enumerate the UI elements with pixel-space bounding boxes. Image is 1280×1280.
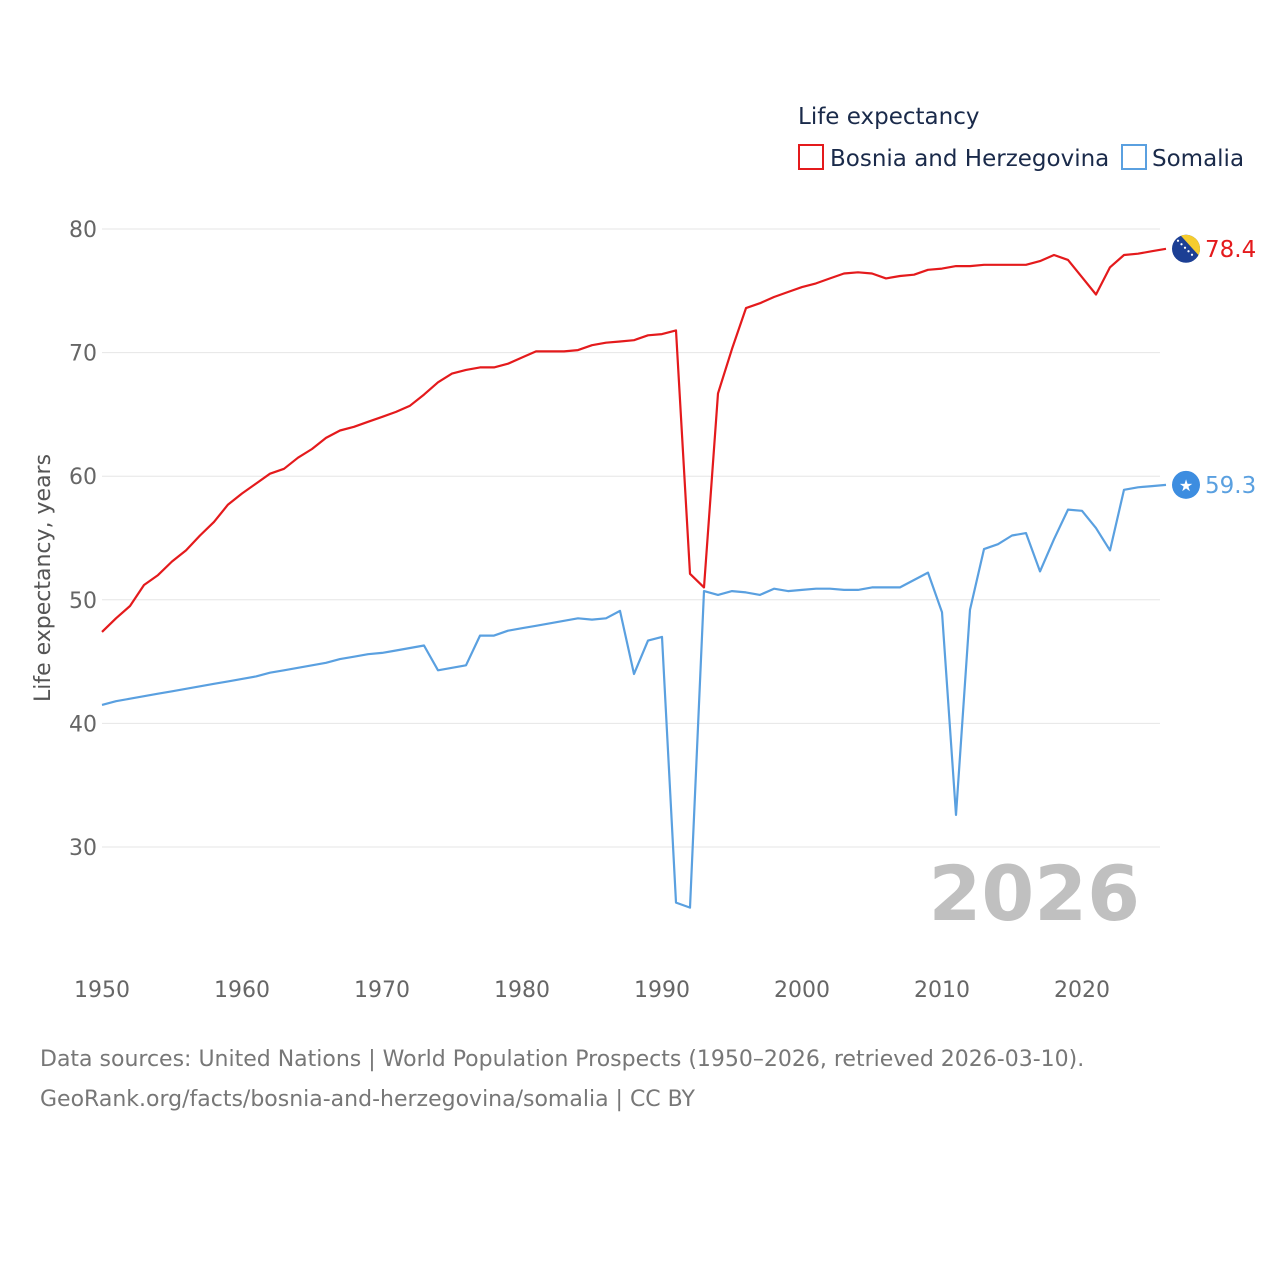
y-tick-label-40: 40 [69, 712, 97, 737]
x-tick-label-1960: 1960 [214, 978, 270, 1003]
credit-link[interactable]: GeoRank.org/facts/bosnia-and-herzegovina… [40, 1087, 695, 1112]
series-line-bosnia[interactable] [101, 247, 1167, 633]
footer: Data sources: United Nations | World Pop… [40, 1040, 1084, 1120]
legend-item-somalia[interactable]: Somalia [1121, 144, 1244, 172]
life-expectancy-chart: 30 40 50 60 70 80 1950 1960 1970 1980 1990 2000 201… [31, 104, 1256, 1003]
series-line-somalia[interactable] [101, 483, 1167, 909]
x-axis-ticks: 1950 1960 1970 1980 1990 2000 2010 2020 [74, 978, 1110, 1003]
bosnia-flag-icon [1172, 234, 1200, 263]
end-markers: 78.4 ★ 59.3 [1172, 234, 1256, 499]
y-tick-label-80: 80 [69, 218, 97, 243]
end-value-label-bosnia: 78.4 [1205, 237, 1256, 263]
legend-item-bosnia[interactable]: Bosnia and Herzegovina [798, 144, 1109, 172]
legend-swatch-somalia [1121, 144, 1147, 170]
x-tick-label-1990: 1990 [634, 978, 690, 1003]
x-tick-label-1980: 1980 [494, 978, 550, 1003]
legend-swatch-bosnia [798, 144, 824, 170]
x-tick-label-2010: 2010 [914, 978, 970, 1003]
end-value-label-somalia: 59.3 [1205, 473, 1256, 499]
x-tick-label-2020: 2020 [1054, 978, 1110, 1003]
legend-title: Life expectancy [798, 104, 979, 130]
y-tick-label-30: 30 [69, 836, 97, 861]
x-tick-label-1970: 1970 [354, 978, 410, 1003]
year-watermark: 2026 [928, 849, 1140, 938]
svg-text:★: ★ [1179, 476, 1193, 495]
gridlines [102, 228, 1160, 848]
y-tick-label-50: 50 [69, 589, 97, 614]
legend: Life expectancy Bosnia and Herzegovina S… [798, 104, 1244, 172]
data-sources-text: Data sources: United Nations | World Pop… [40, 1047, 1085, 1072]
y-axis-title: Life expectancy, years [31, 454, 56, 702]
y-tick-label-60: 60 [69, 465, 97, 490]
series-lines [101, 247, 1167, 909]
x-tick-label-2000: 2000 [774, 978, 830, 1003]
y-axis-ticks: 30 40 50 60 70 80 [69, 218, 97, 861]
legend-label-somalia: Somalia [1152, 146, 1244, 172]
x-tick-label-1950: 1950 [74, 978, 130, 1003]
somalia-flag-icon: ★ [1172, 470, 1200, 499]
legend-label-bosnia: Bosnia and Herzegovina [830, 146, 1109, 172]
y-tick-label-70: 70 [69, 342, 97, 367]
